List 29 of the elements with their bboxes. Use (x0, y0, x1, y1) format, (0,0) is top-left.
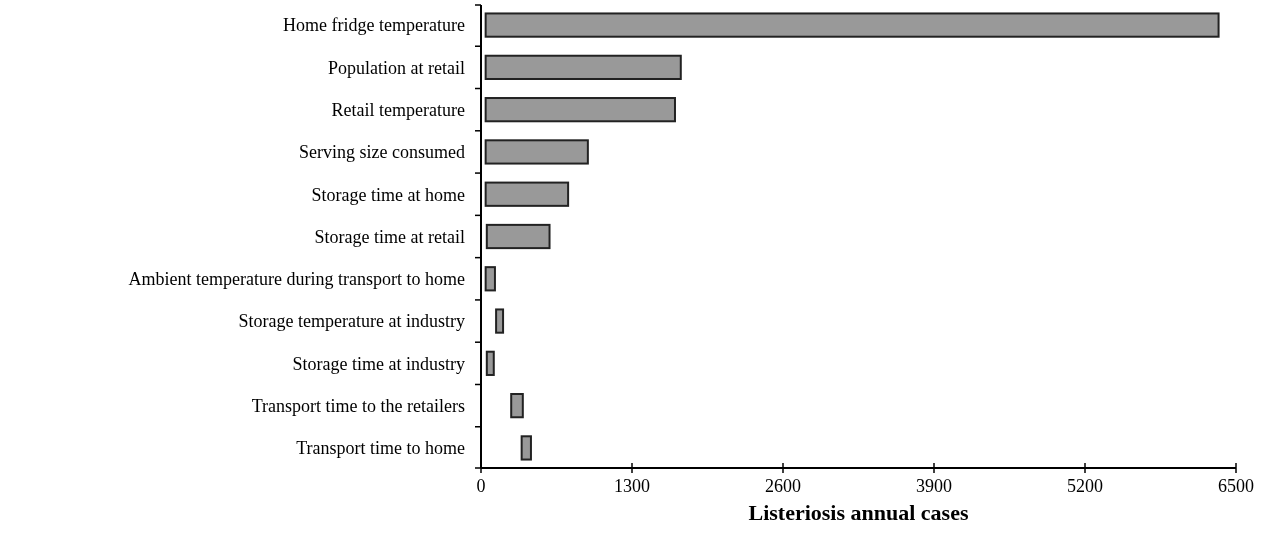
y-tick-label: Ambient temperature during transport to home (128, 269, 465, 290)
y-tick-label: Retail temperature (331, 99, 466, 120)
y-tick-label: Storage time at home (311, 184, 465, 205)
x-tick-label: 3900 (916, 476, 952, 496)
bar (484, 97, 676, 123)
y-tick-label: Storage time at industry (292, 353, 465, 374)
y-tick-label: Serving size consumed (299, 142, 465, 163)
y-tick-label: Storage temperature at industry (238, 311, 465, 332)
bar (484, 266, 496, 292)
y-tick-label: Transport time to home (296, 438, 465, 459)
y-tick-label: Home fridge temperature (283, 15, 465, 36)
bar (495, 308, 505, 334)
bar (484, 139, 589, 165)
y-tick-label: Transport time to the retailers (251, 395, 465, 416)
y-tick-label: Storage time at retail (314, 226, 465, 247)
bar (520, 435, 532, 461)
bar (510, 393, 524, 419)
x-tick-label: 5200 (1067, 476, 1103, 496)
bar (484, 181, 570, 207)
bar (484, 54, 682, 80)
x-tick-label: 2600 (765, 476, 801, 496)
x-axis-title: Listeriosis annual cases (748, 500, 969, 525)
bar (484, 12, 1220, 38)
y-tick-label: Population at retail (328, 57, 465, 78)
bar (485, 223, 551, 250)
x-tick-label: 6500 (1218, 476, 1254, 496)
bar (485, 350, 495, 376)
x-tick-label: 1300 (614, 476, 650, 496)
x-tick-label: 0 (476, 476, 486, 496)
